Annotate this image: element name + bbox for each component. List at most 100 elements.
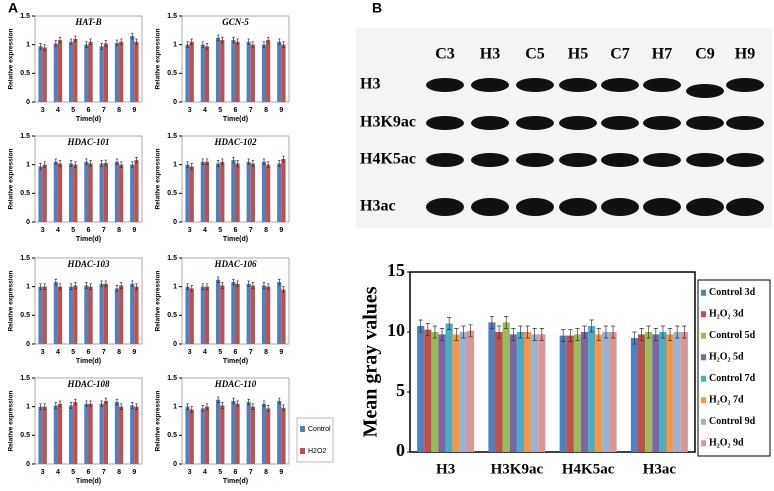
blot-band [686, 153, 724, 167]
row-label: H4K5ac [360, 151, 416, 168]
bar [431, 332, 439, 452]
bar [516, 332, 524, 452]
bar [531, 334, 539, 452]
y-axis-label: Relative expression [8, 270, 15, 331]
bar [495, 332, 503, 452]
legend-swatch [701, 332, 706, 339]
lane-label: H7 [652, 46, 672, 63]
x-tick-label: 4 [56, 107, 60, 114]
bar [204, 406, 210, 464]
legend-label: Control [308, 426, 331, 433]
x-tick-label: 4 [203, 349, 207, 356]
bar [57, 163, 63, 222]
bar [73, 164, 78, 222]
x-axis-label: Time(d) [223, 478, 248, 485]
error-bar [216, 34, 220, 42]
lane-label: H3 [480, 46, 500, 63]
x-tick-label: 3 [41, 227, 45, 234]
error-bar [247, 158, 250, 166]
bar [130, 164, 135, 222]
bar [73, 402, 78, 464]
error-bar [568, 329, 573, 342]
bar [595, 334, 603, 452]
y-tick-label: 10 [387, 320, 405, 340]
bar [645, 332, 653, 452]
error-bar [119, 161, 123, 168]
blot-band [559, 198, 597, 216]
bar [84, 285, 89, 344]
error-bar [236, 280, 239, 288]
error-bar [54, 40, 58, 47]
error-bar [232, 156, 235, 164]
x-tick-label: H3ac [643, 461, 677, 477]
bar [277, 282, 282, 344]
x-tick-label: 3 [188, 349, 192, 356]
error-bar [232, 397, 235, 405]
bar [602, 332, 610, 452]
error-bar [39, 283, 42, 290]
error-bar [89, 400, 92, 408]
bar [114, 42, 120, 102]
error-bar [632, 331, 637, 345]
lane-label: H5 [568, 46, 588, 63]
x-tick-label: 5 [218, 227, 222, 234]
y-tick-label: 1 [173, 404, 177, 411]
error-bar [135, 283, 138, 290]
bar [99, 163, 104, 222]
error-bar [135, 156, 138, 164]
bar [185, 44, 190, 102]
blot-band [601, 198, 639, 216]
x-tick-label: 6 [234, 469, 238, 476]
x-tick-label: 5 [71, 227, 75, 234]
error-bar [282, 41, 285, 48]
bar [88, 163, 93, 222]
x-tick-label: 7 [102, 469, 106, 476]
y-tick-label: 0 [26, 219, 30, 226]
y-tick-label: 1 [26, 404, 30, 411]
y-tick-label: 1 [173, 42, 177, 49]
bar [452, 334, 460, 452]
blot-band [559, 153, 597, 167]
error-bar [266, 405, 270, 412]
bar [69, 405, 74, 464]
error-bar [104, 159, 108, 167]
error-bar [100, 280, 103, 288]
bar [204, 161, 210, 222]
x-tick-label: 9 [132, 107, 136, 114]
x-axis-label: Time(d) [223, 358, 248, 365]
bar [250, 44, 255, 102]
y-tick-label: 0.5 [20, 432, 30, 439]
x-tick-label: 6 [87, 469, 91, 476]
bar [250, 406, 255, 464]
bar [680, 332, 688, 452]
error-bar [100, 160, 103, 167]
error-bar [119, 403, 123, 410]
bar [38, 286, 43, 344]
error-bar [236, 38, 239, 46]
bar [204, 286, 210, 344]
error-bar [130, 402, 134, 409]
bar [220, 161, 225, 222]
error-bar [85, 158, 88, 166]
bar [73, 38, 78, 102]
bar [281, 289, 286, 344]
x-tick-label: 5 [71, 349, 75, 356]
bar [69, 286, 74, 344]
x-tick-label: 6 [87, 349, 91, 356]
bar [424, 329, 432, 452]
plot-frame [409, 271, 696, 453]
error-bar [247, 280, 250, 288]
bar [467, 330, 475, 452]
error-bar [201, 41, 205, 48]
bar [220, 285, 225, 344]
bar [103, 400, 108, 464]
x-tick-label: 8 [264, 227, 268, 234]
y-tick-label: 0.5 [167, 432, 177, 439]
blot-band [516, 78, 554, 92]
legend-label: H₂O₂ 3d [709, 309, 744, 320]
x-tick-label: 4 [56, 227, 60, 234]
bar [103, 43, 108, 102]
bar [84, 161, 89, 222]
blot-band [726, 153, 764, 167]
blot-band [471, 153, 509, 167]
